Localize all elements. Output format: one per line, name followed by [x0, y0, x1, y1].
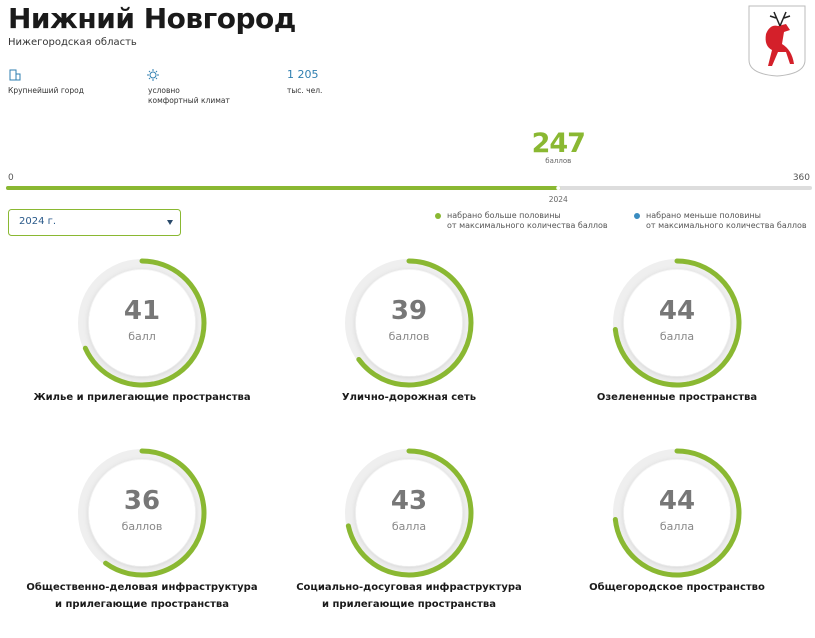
- gauge-track: [78, 449, 206, 577]
- gauge-unit: балла: [659, 330, 695, 343]
- coat-of-arms: [748, 5, 806, 77]
- legend-dot: [634, 213, 640, 219]
- gauge-face: [356, 460, 462, 566]
- category-name: Социально-досуговая инфраструктура и при…: [296, 582, 522, 610]
- icon-sun: [147, 69, 159, 81]
- gauge-arc: [82, 258, 207, 388]
- gauge-value: 44: [658, 296, 696, 326]
- category-name: Общественно-деловая инфраструктура и при…: [26, 582, 258, 610]
- gauge-face: [89, 460, 195, 566]
- gauge-unit: балл: [128, 330, 156, 343]
- select-label[interactable]: 2024 г.: [19, 216, 57, 227]
- subtitle: Нижегородская область: [8, 37, 137, 48]
- title: Нижний Новгород: [8, 2, 296, 35]
- gauge-arc: [356, 258, 474, 388]
- gauge-track: [78, 259, 206, 387]
- gauge-arc: [345, 448, 474, 578]
- gauge-value: 44: [658, 486, 696, 516]
- gauge-unit: балла: [659, 520, 695, 533]
- gauge-arc: [612, 258, 742, 388]
- category-name: Озелененные пространства: [596, 392, 758, 403]
- gauge-value: 39: [390, 296, 428, 326]
- legend-dot: [435, 213, 441, 219]
- icon-building: [9, 69, 21, 81]
- gauge-track: [613, 449, 741, 577]
- score-marker: [556, 186, 561, 190]
- gauge-arc: [103, 448, 207, 578]
- gauge-unit: баллов: [388, 330, 430, 343]
- score-year: 2024: [548, 195, 568, 204]
- fact-label: условно комфортный климат: [148, 86, 230, 105]
- gauge-arc: [612, 448, 742, 578]
- select-box[interactable]: [8, 209, 181, 236]
- select-arrow[interactable]: [167, 220, 173, 225]
- gauge-value: 41: [123, 296, 161, 326]
- category-name: Общегородское пространство: [589, 582, 765, 593]
- gauge-unit: балла: [391, 520, 427, 533]
- gauge-face: [624, 270, 730, 376]
- gauge-unit: баллов: [121, 520, 163, 533]
- gauge-value: 36: [123, 486, 161, 516]
- category-name: Жилье и прилегающие пространства: [33, 392, 251, 403]
- gauge-track: [613, 259, 741, 387]
- gauge-value: 43: [390, 486, 428, 516]
- gauge-face: [89, 270, 195, 376]
- score-min: 0: [8, 173, 14, 183]
- legend-text: набрано больше половины от максимального…: [447, 211, 608, 230]
- score-value: 247: [531, 128, 586, 159]
- gauge-face: [624, 460, 730, 566]
- category-name: Улично-дорожная сеть: [341, 392, 477, 403]
- fact-label: Крупнейший город: [8, 86, 84, 95]
- fact-value: 1 205: [287, 68, 319, 81]
- gauge-track: [345, 449, 473, 577]
- legend-text: набрано меньше половины от максимального…: [646, 211, 807, 230]
- gauge-face: [356, 270, 462, 376]
- score-max: 360: [792, 173, 810, 183]
- score-unit: баллов: [545, 157, 572, 165]
- gauge-track: [345, 259, 473, 387]
- fact-label: тыс. чел.: [287, 86, 323, 95]
